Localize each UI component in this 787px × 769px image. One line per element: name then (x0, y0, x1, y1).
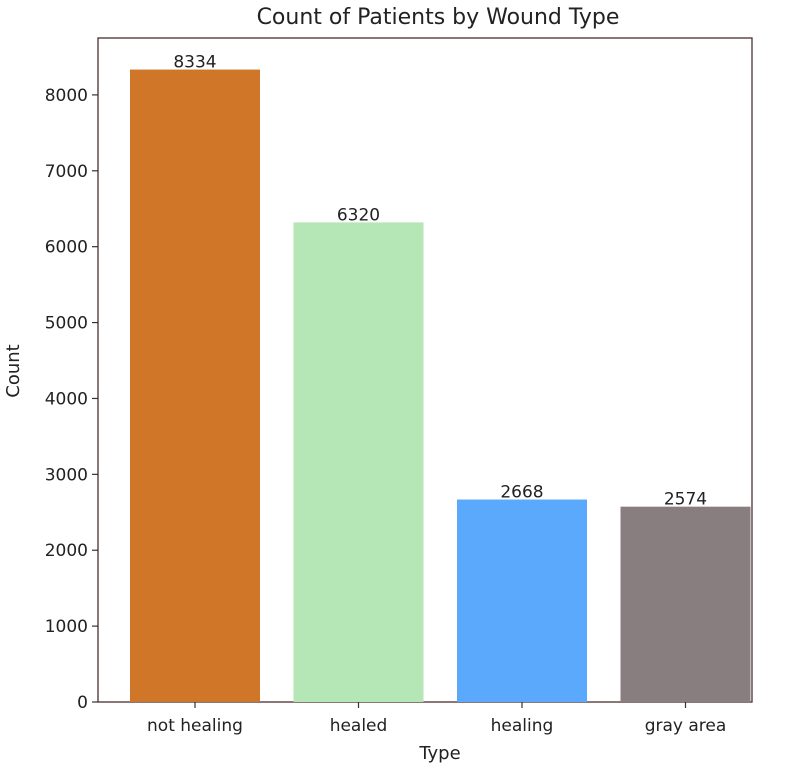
y-tick-label: 1000 (45, 617, 88, 637)
plot-area (97, 37, 753, 703)
y-tick-label: 0 (77, 693, 88, 713)
bars (130, 69, 751, 702)
x-tick-label: healed (330, 716, 388, 736)
y-tick-label: 2000 (45, 541, 88, 561)
y-tick-label: 3000 (45, 465, 88, 485)
bar (293, 222, 424, 702)
x-axis-ticks: not healing healed healing gray area (147, 702, 726, 736)
y-tick-label: 8000 (45, 86, 88, 106)
y-tick-label: 6000 (45, 238, 88, 258)
x-axis-label: Type (418, 743, 460, 764)
x-tick-label: healing (491, 716, 554, 736)
bar-data-label: 2574 (664, 490, 707, 510)
x-tick-label: gray area (645, 716, 727, 736)
y-tick-label: 7000 (45, 162, 88, 182)
plot-frame (97, 37, 753, 703)
y-axis-label: Count (3, 344, 24, 397)
chart-title: Count of Patients by Wound Type (257, 5, 620, 30)
bar-data-label: 8334 (173, 53, 216, 73)
bar-data-label: 6320 (337, 205, 380, 225)
y-tick-label: 4000 (45, 389, 88, 409)
y-tick-label: 5000 (45, 314, 88, 334)
bar-data-label: 2668 (500, 483, 543, 503)
x-tick-label: not healing (147, 716, 243, 736)
bar (620, 506, 751, 702)
bar-data-labels: 8334 6320 2668 2574 (173, 53, 707, 510)
bar (130, 69, 260, 702)
bar (457, 499, 587, 702)
y-axis-ticks: 0 1000 2000 3000 4000 5000 6000 7000 8000 (45, 86, 98, 713)
